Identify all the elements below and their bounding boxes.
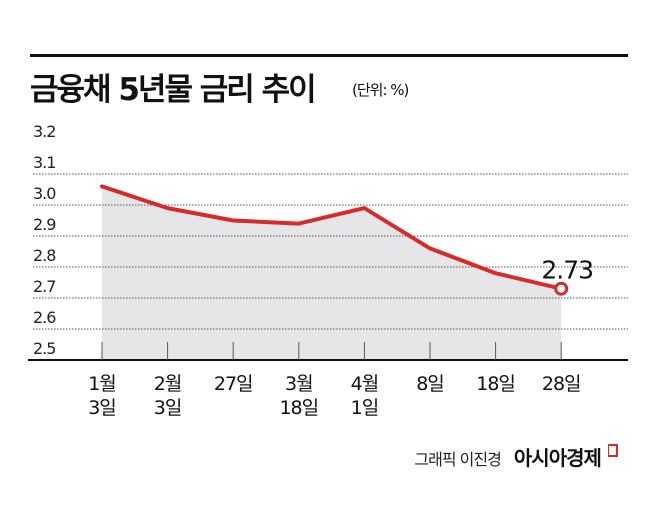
- x-tick-label: 3일: [88, 397, 116, 419]
- x-tick-label: 18일: [279, 397, 318, 419]
- y-tick-label: 2.6: [33, 308, 56, 327]
- y-tick-label: 3.2: [33, 122, 55, 141]
- credit: 그래픽 이진경 아시아경제: [414, 442, 618, 471]
- top-rule: [30, 54, 628, 57]
- y-tick-label: 2.8: [33, 246, 56, 265]
- x-tick-label: 8일: [416, 373, 444, 395]
- x-tick-label: 3일: [154, 397, 182, 419]
- x-tick-label: 27일: [214, 373, 253, 395]
- graphic-credit: 그래픽 이진경: [414, 450, 501, 469]
- x-tick-label: 28일: [542, 373, 581, 395]
- chart-title: 금융채 5년물 금리 추이: [30, 72, 317, 108]
- x-tick-label: 1월: [88, 373, 116, 395]
- data-label: 2.73: [541, 256, 593, 285]
- x-tick-label: 18일: [476, 373, 515, 395]
- x-tick-label: 2월: [154, 373, 182, 395]
- series-line: [100, 184, 564, 291]
- last-point-marker: [554, 281, 569, 296]
- y-tick-label: 3.0: [33, 184, 56, 203]
- area-fill: [102, 186, 562, 360]
- brand-logo: 아시아경제: [513, 446, 602, 470]
- x-tick-label: 3월: [285, 373, 313, 395]
- y-tick-label: 2.9: [33, 215, 56, 234]
- y-tick-label: 3.1: [33, 153, 55, 172]
- x-tick-label: 4월: [351, 373, 379, 395]
- y-tick-label: 2.7: [33, 277, 55, 296]
- unit-label: (단위: %): [352, 81, 409, 99]
- x-tick-label: 1일: [351, 397, 379, 419]
- y-tick-label: 2.5: [33, 339, 55, 358]
- brand-mark-icon: [608, 444, 618, 457]
